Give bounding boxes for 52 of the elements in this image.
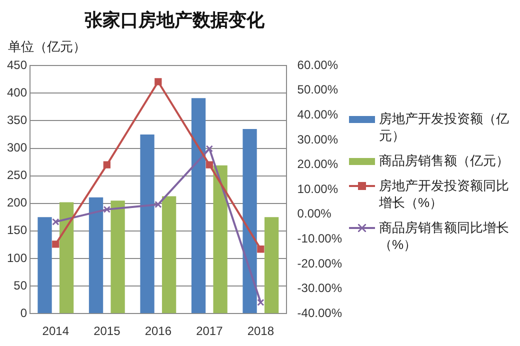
point [154, 200, 162, 208]
bar [213, 165, 228, 314]
x-tick-label: 2017 [196, 324, 224, 338]
y-tick-label: 150 [6, 223, 28, 238]
bar [264, 217, 279, 314]
bar [242, 128, 257, 314]
chart-title: 张家口房地产数据变化 [84, 10, 266, 30]
y-tick-label: 200 [6, 196, 28, 210]
bar [38, 217, 52, 314]
y2-tick-label: 60.00% [297, 58, 338, 72]
bar [191, 98, 206, 314]
y2-tick-label: 10.00% [297, 182, 338, 196]
legend-label: 房地产开发投资额同比增长（%） [379, 177, 510, 211]
y-tick-label: 300 [6, 140, 28, 155]
y-axis-title: 单位（亿元） [8, 39, 86, 54]
point [206, 161, 213, 168]
y-tick-label: 100 [6, 250, 28, 265]
x-tick-label: 2014 [42, 324, 70, 338]
x-tick-label: 2018 [247, 324, 274, 338]
y2-tick-label: 30.00% [297, 132, 338, 146]
point [257, 246, 264, 253]
x-tick-label: 2016 [144, 324, 172, 338]
legend-label: 商品房销售额同比增长（%） [379, 219, 510, 253]
y-tick-label: 50 [14, 278, 28, 292]
point [257, 298, 264, 306]
y2-tick-label: -20.00% [297, 256, 342, 270]
legend-label: 商品房销售额（亿元） [379, 152, 510, 169]
legend-label: 房地产开发投资额（亿元） [379, 110, 510, 144]
point [103, 161, 110, 168]
y2-tick-label: 40.00% [297, 108, 338, 122]
y-tick-label: 400 [6, 85, 28, 100]
y-tick-label: 450 [6, 58, 28, 72]
y2-tick-label: 20.00% [297, 157, 338, 172]
x-tick-label: 2015 [94, 324, 121, 338]
y2-tick-label: -10.00% [297, 232, 342, 246]
point [52, 240, 60, 248]
y2-tick-label: 0.00% [297, 206, 332, 221]
y-tick-label: 350 [6, 113, 28, 128]
y2-tick-label: -30.00% [297, 281, 342, 296]
y2-tick-label: 50.00% [297, 82, 338, 97]
point [206, 145, 213, 152]
point [52, 218, 60, 226]
point [154, 78, 162, 86]
y-tick-label: 0 [20, 306, 28, 320]
y-tick-label: 250 [6, 168, 28, 182]
bar [110, 200, 125, 314]
bar [59, 202, 74, 314]
point [103, 206, 110, 214]
bar [162, 196, 176, 314]
bar [140, 134, 154, 314]
bar [88, 197, 104, 314]
y2-tick-label: -40.00% [297, 306, 342, 320]
